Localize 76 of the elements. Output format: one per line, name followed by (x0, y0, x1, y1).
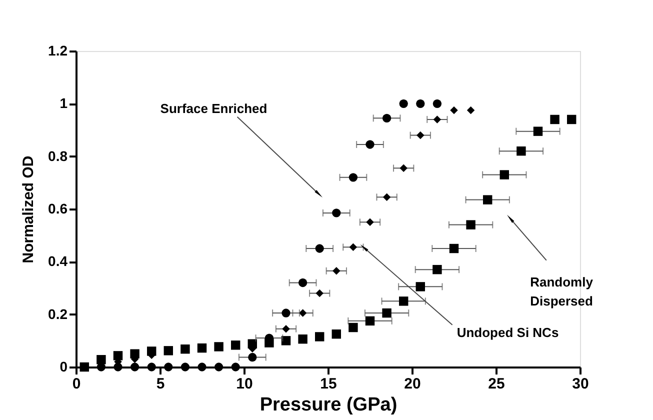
point (198, 362, 206, 372)
point (113, 351, 123, 360)
point (298, 334, 308, 344)
point (382, 193, 391, 202)
point (348, 173, 358, 182)
x-tick-label: 25 (488, 376, 505, 392)
x-tick-label: 10 (236, 376, 253, 392)
point (400, 164, 408, 172)
point (315, 244, 324, 253)
point (164, 346, 174, 356)
point (96, 355, 106, 364)
point (500, 170, 510, 180)
point (281, 336, 291, 346)
point (282, 324, 290, 333)
y-tick-label: 0 (60, 358, 68, 374)
point (432, 264, 442, 274)
point (416, 99, 425, 108)
point (332, 329, 342, 339)
point (382, 114, 392, 122)
point (180, 362, 190, 372)
point (114, 362, 122, 372)
point (416, 131, 424, 140)
point (533, 126, 543, 136)
point (214, 342, 224, 352)
point (348, 322, 358, 332)
point (314, 332, 324, 342)
point (466, 220, 476, 230)
y-tick-label: 1 (60, 95, 68, 112)
point (416, 282, 426, 292)
point (230, 340, 240, 350)
point (147, 362, 156, 372)
y-tick-label: 0.4 (48, 253, 68, 270)
point (516, 146, 526, 156)
point (398, 296, 408, 306)
point (365, 316, 375, 326)
y-tick-label: 0.8 (48, 148, 68, 164)
point (399, 99, 408, 108)
point (550, 114, 560, 124)
point (466, 106, 475, 114)
annotation: Surface Enriched (160, 100, 268, 116)
point (332, 267, 340, 275)
point (433, 116, 442, 124)
x-tick-label: 15 (320, 376, 337, 392)
point (298, 309, 307, 317)
point (214, 362, 224, 372)
y-tick-label: 1.2 (48, 42, 68, 58)
point (231, 362, 240, 372)
y-tick-label: 0.6 (48, 200, 68, 216)
x-tick-label: 0 (72, 376, 81, 392)
point (449, 244, 459, 254)
y-tick-label: 0.2 (48, 306, 68, 322)
annotation: Randomly Dispersed (530, 274, 594, 309)
x-tick-label: 5 (156, 376, 165, 392)
point (450, 106, 458, 114)
point (180, 344, 190, 354)
point (566, 114, 576, 124)
point (282, 308, 290, 318)
point (164, 362, 173, 372)
point (366, 140, 374, 149)
point (349, 243, 358, 252)
point (316, 289, 324, 298)
point (197, 343, 207, 353)
point (248, 352, 257, 362)
point (130, 362, 140, 372)
point (482, 195, 492, 204)
point (80, 362, 90, 372)
annotation: Undoped Si NCs (456, 324, 559, 340)
point (382, 308, 392, 318)
x-tick-label: 20 (404, 376, 421, 392)
point (432, 99, 442, 108)
x-tick-label: 30 (572, 376, 589, 392)
x-axis-title: Pressure (GPa) (260, 394, 398, 416)
y-axis-title: Normalized OD (20, 156, 38, 264)
point (298, 278, 308, 288)
point (366, 218, 374, 226)
point (332, 208, 341, 218)
